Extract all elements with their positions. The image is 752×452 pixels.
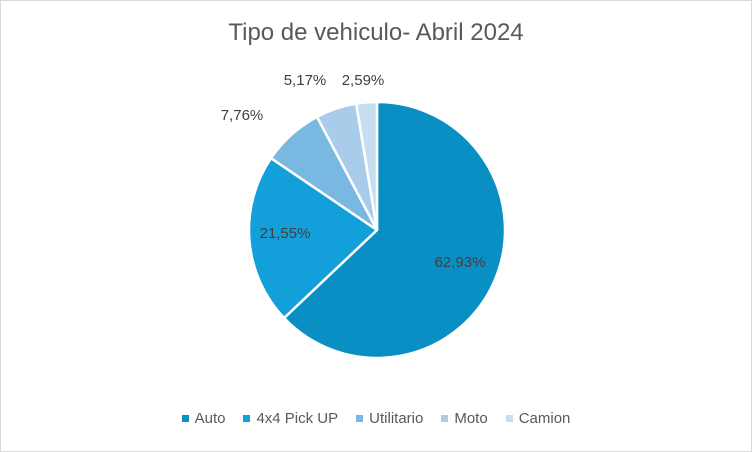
pie-slice-4x4-pick-up: [247, 156, 379, 320]
chart-title: Tipo de vehiculo- Abril 2024: [228, 19, 524, 46]
legend-label: Moto: [454, 410, 488, 427]
data-label-camion: 2,59%: [342, 72, 385, 89]
data-label-moto: 5,17%: [284, 72, 327, 89]
legend-label: Auto: [194, 410, 226, 427]
legend-item-auto: Auto: [181, 410, 226, 427]
data-label-4x4-pick-up: 21,55%: [260, 225, 311, 242]
legend-item-moto: Moto: [441, 410, 488, 427]
pie-slice-auto: [282, 100, 507, 360]
legend-item-4x4-pick-up: 4x4 Pick UP: [243, 410, 338, 427]
legend-label: 4x4 Pick UP: [256, 410, 339, 427]
legend-item-utilitario: Utilitario: [356, 410, 423, 427]
legend-swatch: [505, 415, 513, 422]
legend: Auto 4x4 Pick UP Utilitario Moto Camion: [1, 410, 751, 427]
legend-swatch: [356, 415, 364, 422]
legend-swatch: [181, 415, 189, 422]
legend-label: Utilitario: [369, 410, 424, 427]
data-label-auto: 62,93%: [435, 254, 486, 271]
legend-swatch: [441, 415, 449, 422]
legend-label: Camion: [518, 410, 571, 427]
data-label-utilitario: 7,76%: [221, 107, 264, 124]
legend-swatch: [243, 415, 251, 422]
legend-item-camion: Camion: [505, 410, 571, 427]
pie-slice-camion: [355, 100, 379, 232]
